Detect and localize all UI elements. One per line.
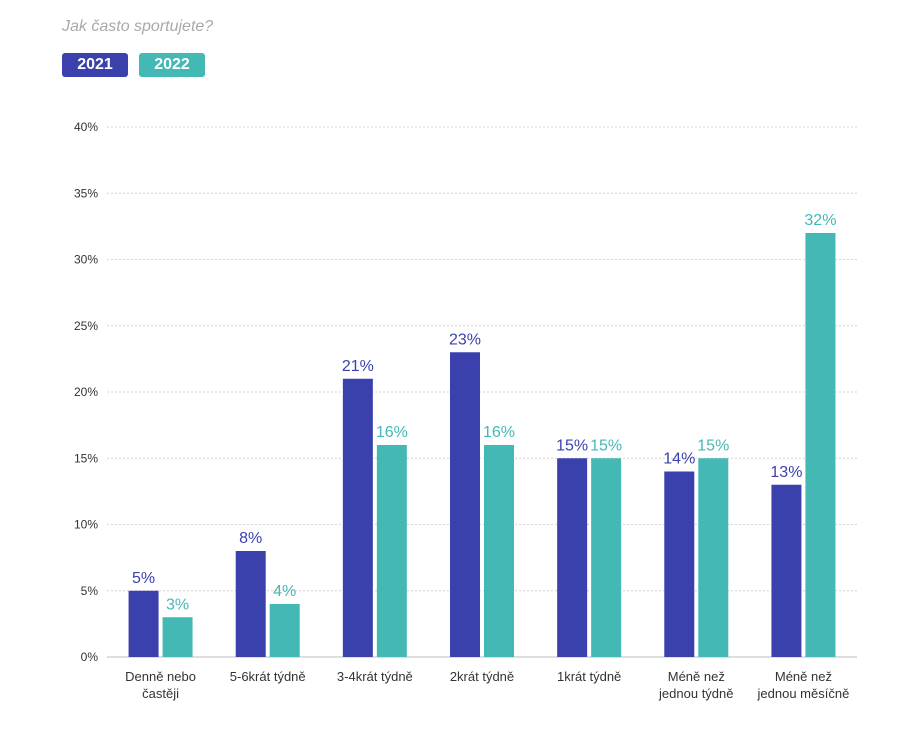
- bar-2022-3: [484, 445, 514, 657]
- y-tick-label: 15%: [74, 451, 98, 465]
- x-tick-label: 3-4krát týdně: [337, 669, 413, 684]
- bar-2021-6: [771, 484, 802, 657]
- x-tick-label: jednou měsíčně: [757, 686, 850, 701]
- data-label-2021-2: 21%: [342, 358, 374, 375]
- x-tick-label: Denně nebo: [125, 669, 196, 684]
- bar-2021-5: [664, 471, 695, 657]
- y-tick-label: 0%: [81, 650, 99, 664]
- data-label-2022-6: 32%: [804, 212, 836, 229]
- data-label-2021-6: 13%: [770, 464, 802, 481]
- bar-2022-2: [376, 445, 407, 657]
- legend-item-2022[interactable]: 2022: [139, 53, 205, 77]
- x-tick-label: 5-6krát týdně: [230, 669, 306, 684]
- y-tick-label: 40%: [74, 120, 98, 134]
- y-tick-label: 20%: [74, 385, 98, 399]
- x-tick-label: Méně než: [775, 669, 832, 684]
- bar-2022-6: [805, 233, 836, 657]
- bar-2022-4: [591, 458, 622, 657]
- legend-item-2021[interactable]: 2021: [62, 53, 128, 77]
- y-tick-label: 5%: [81, 584, 99, 598]
- data-label-2021-5: 14%: [663, 451, 695, 468]
- data-label-2022-4: 15%: [590, 437, 622, 454]
- data-label-2022-5: 15%: [697, 437, 729, 454]
- bar-2021-0: [128, 590, 159, 657]
- data-label-2021-3: 23%: [449, 331, 481, 348]
- y-tick-label: 10%: [74, 518, 98, 532]
- data-label-2022-0: 3%: [166, 596, 189, 613]
- data-label-2022-3: 16%: [483, 424, 515, 441]
- bar-2021-2: [342, 378, 373, 657]
- y-tick-label: 35%: [74, 186, 98, 200]
- chart-title: Jak často sportujete?: [62, 18, 214, 35]
- data-label-2021-4: 15%: [556, 437, 588, 454]
- legend: 2021 2022: [62, 53, 205, 77]
- x-tick-label: častěji: [142, 686, 179, 701]
- y-tick-label: 25%: [74, 319, 98, 333]
- bar-2022-1: [269, 604, 300, 657]
- data-label-2022-1: 4%: [273, 583, 296, 600]
- data-label-2021-0: 5%: [132, 570, 155, 587]
- x-tick-label: 1krát týdně: [557, 669, 621, 684]
- x-tick-label: Méně než: [668, 669, 725, 684]
- data-label-2022-2: 16%: [376, 424, 408, 441]
- y-tick-label: 30%: [74, 253, 98, 267]
- bar-2021-1: [235, 551, 266, 657]
- x-tick-label: jednou týdně: [658, 686, 733, 701]
- x-tick-label: 2krát týdně: [450, 669, 514, 684]
- bar-2021-3: [450, 352, 480, 657]
- bar-2022-0: [162, 617, 193, 657]
- data-label-2021-1: 8%: [239, 530, 262, 547]
- bar-2022-5: [698, 458, 729, 657]
- bar-2021-4: [557, 458, 588, 657]
